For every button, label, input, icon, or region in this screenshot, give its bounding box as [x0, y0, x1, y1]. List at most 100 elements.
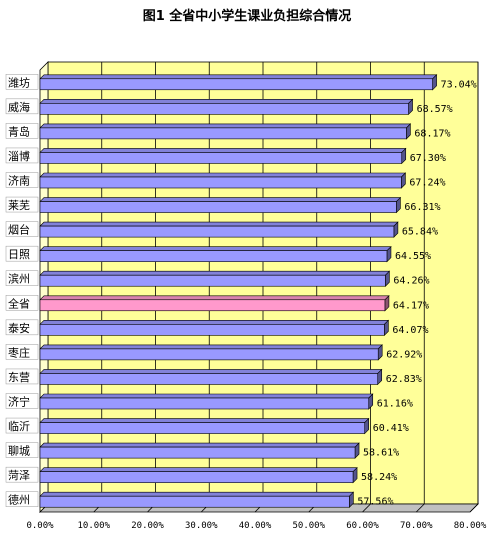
bar	[39, 196, 402, 214]
bar-top	[39, 418, 370, 423]
bar-top	[39, 172, 407, 178]
category-label-box	[5, 172, 39, 188]
category-label-text: 枣庄	[8, 345, 30, 359]
bar	[39, 172, 407, 189]
value-label: 68.57%	[417, 104, 453, 115]
value-label: 73.04%	[441, 79, 477, 90]
category-label-text: 青岛	[8, 124, 30, 138]
bar	[39, 417, 370, 435]
bar-top	[39, 442, 360, 448]
value-label: 64.26%	[393, 276, 429, 287]
bar-front	[39, 397, 370, 410]
value-label: 65.84%	[402, 227, 438, 238]
category-label: 济南	[5, 172, 39, 188]
category-label: 济宁	[5, 393, 39, 409]
x-axis-ticks: 0.00% 10.00% 20.00% 30.00% 40.00% 50.00% 60.00…	[26, 521, 486, 531]
bar-top	[39, 246, 392, 251]
category-label: 菏泽	[5, 466, 39, 483]
gridline-floor	[362, 503, 371, 513]
x-tick-label: 60.00%	[346, 521, 379, 531]
category-label-box	[5, 245, 39, 262]
category-label-box	[5, 221, 39, 237]
category-label-box	[5, 319, 39, 336]
x-tick-label: 70.00%	[400, 521, 433, 531]
category-label-text: 潍坊	[8, 75, 30, 89]
x-tick-label: 20.00%	[131, 521, 164, 531]
chart-title: 图1 全省中小学生课业负担综合情况	[142, 9, 352, 24]
category-label-text: 日照	[8, 248, 30, 261]
bar-top	[39, 123, 412, 129]
bar-front	[39, 446, 356, 459]
bar-front	[39, 176, 402, 189]
bar-front	[39, 348, 379, 361]
value-labels: 73.04% 68.57% 68.17% 67.30% 67.24% 66.31% 65.8…	[357, 79, 476, 507]
value-label: 66.31%	[404, 202, 440, 213]
category-label-box	[5, 98, 39, 115]
category-label-box	[5, 344, 39, 360]
value-label: 68.17%	[414, 128, 450, 139]
value-label: 57.56%	[357, 497, 393, 508]
category-label-text: 威海	[8, 100, 30, 114]
bar-front	[39, 373, 379, 385]
category-label: 滨州	[5, 270, 39, 286]
category-label-text: 淄博	[8, 150, 30, 163]
category-label-text: 滨州	[8, 272, 30, 286]
bar-front	[39, 471, 354, 483]
category-label-text: 泰安	[8, 321, 30, 335]
category-label: 淄博	[5, 147, 39, 164]
value-label: 67.30%	[410, 153, 446, 164]
bar-top	[39, 393, 374, 399]
category-label: 全省	[5, 295, 39, 311]
bar	[39, 245, 392, 263]
category-label: 德州	[5, 491, 39, 507]
bar	[39, 393, 374, 410]
bar	[39, 221, 399, 238]
bar	[39, 491, 355, 508]
bar-top	[39, 369, 383, 374]
bar	[39, 295, 390, 312]
category-label-box	[5, 147, 39, 164]
bar	[39, 98, 414, 116]
category-label-text: 济南	[8, 174, 30, 188]
value-label: 67.24%	[409, 178, 445, 189]
category-label-text: 菏泽	[8, 469, 30, 482]
value-label: 64.07%	[392, 325, 428, 336]
gridline-floor	[415, 503, 425, 513]
category-label-text: 济宁	[8, 395, 30, 409]
bar	[39, 344, 383, 361]
category-label: 日照	[5, 245, 39, 262]
category-label-box	[5, 270, 39, 286]
bar	[39, 74, 438, 91]
category-label: 青岛	[5, 123, 39, 139]
bar	[39, 319, 390, 337]
bar-top	[39, 99, 414, 104]
category-label: 临沂	[5, 417, 39, 434]
category-label-text: 烟台	[8, 223, 30, 237]
value-label: 60.41%	[373, 423, 409, 434]
bar	[39, 368, 383, 386]
bar-front	[39, 127, 407, 140]
category-label: 威海	[5, 98, 39, 115]
bar-front	[39, 103, 409, 115]
bars	[39, 74, 438, 508]
category-label-box	[5, 393, 39, 409]
category-label-text: 聊城	[8, 444, 30, 458]
category-label: 潍坊	[5, 74, 39, 90]
bar-top	[39, 148, 407, 153]
category-label-text: 德州	[8, 493, 30, 507]
category-label-text: 全省	[8, 296, 30, 310]
gridline-floor	[469, 503, 479, 513]
bar-top	[39, 270, 391, 276]
bar-front	[39, 152, 403, 164]
category-label-box	[5, 491, 39, 507]
category-label-box	[5, 74, 39, 90]
category-label-box	[5, 417, 39, 434]
bar-top	[39, 74, 438, 80]
bar	[39, 270, 391, 287]
bar-top	[39, 320, 390, 325]
bar-front	[39, 422, 366, 434]
bar-front	[39, 324, 385, 336]
bar-front	[39, 250, 388, 262]
x-tick-label: 0.00%	[26, 521, 54, 531]
